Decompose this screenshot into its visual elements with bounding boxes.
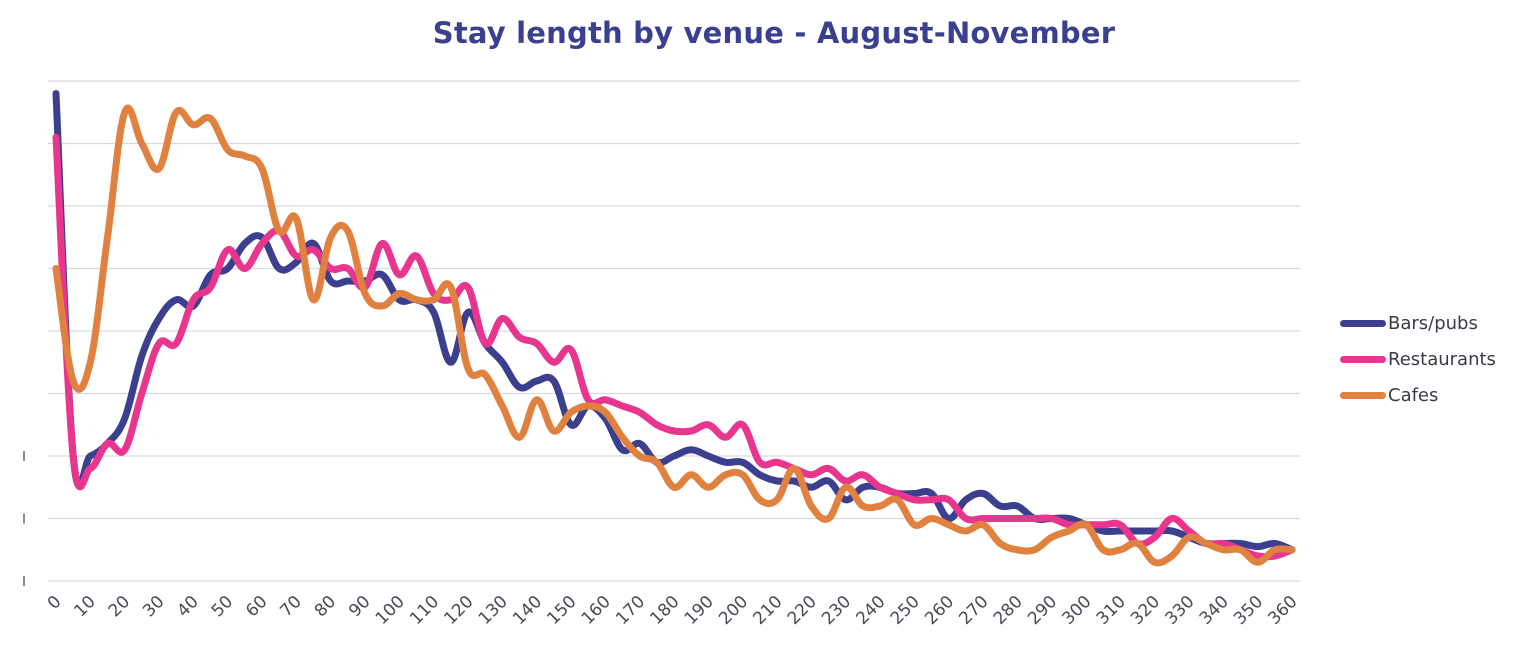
legend: Bars/pubs Restaurants Cafes xyxy=(1340,305,1496,413)
x-tick-label: 300 xyxy=(1058,592,1095,629)
x-tick-label: 30 xyxy=(139,592,168,621)
x-tick-label: 260 xyxy=(921,592,958,629)
x-tick-label: 270 xyxy=(955,592,992,629)
x-tick-label: 340 xyxy=(1196,592,1233,629)
x-tick-label: 160 xyxy=(578,592,615,629)
x-tick-label: 50 xyxy=(208,592,237,621)
x-tick-label: 190 xyxy=(681,592,718,629)
legend-item-bars-pubs[interactable]: Bars/pubs xyxy=(1340,305,1496,341)
legend-label-bars-pubs: Bars/pubs xyxy=(1388,312,1478,334)
x-tick-label: 130 xyxy=(475,592,512,629)
x-tick-label: 210 xyxy=(749,592,786,629)
legend-swatch-restaurants xyxy=(1340,355,1386,363)
x-tick-label: 40 xyxy=(173,592,202,621)
x-tick-label: 360 xyxy=(1264,592,1301,629)
x-tick-label: 0 xyxy=(44,592,66,614)
x-tick-label: 230 xyxy=(818,592,855,629)
x-tick-label: 220 xyxy=(784,592,821,629)
x-tick-label: 90 xyxy=(345,592,374,621)
legend-swatch-bars-pubs xyxy=(1340,319,1386,327)
legend-item-restaurants[interactable]: Restaurants xyxy=(1340,341,1496,377)
legend-item-cafes[interactable]: Cafes xyxy=(1340,377,1496,413)
x-tick-label: 350 xyxy=(1230,592,1267,629)
series-line-cafes xyxy=(52,104,1296,567)
x-tick-label: 180 xyxy=(646,592,683,629)
series-lines xyxy=(52,90,1296,567)
x-tick-label: 100 xyxy=(372,592,409,629)
x-tick-label: 170 xyxy=(612,592,649,629)
x-tick-label: 10 xyxy=(70,592,99,621)
x-tick-label: 140 xyxy=(509,592,546,629)
legend-label-restaurants: Restaurants xyxy=(1388,348,1496,370)
x-tick-label: 120 xyxy=(440,592,477,629)
x-tick-label: 280 xyxy=(990,592,1027,629)
x-tick-label: 20 xyxy=(105,592,134,621)
series-line-restaurants xyxy=(52,133,1296,561)
x-tick-label: 310 xyxy=(1093,592,1130,629)
x-tick-labels: 0 10 20 30 40 50 60 70 80 90100110120130140150160… xyxy=(44,592,1302,629)
x-tick-label: 250 xyxy=(887,592,924,629)
x-tick-label: 320 xyxy=(1127,592,1164,629)
x-tick-label: 290 xyxy=(1024,592,1061,629)
x-tick-label: 80 xyxy=(311,592,340,621)
series-line-bars-pubs xyxy=(52,90,1296,554)
legend-swatch-cafes xyxy=(1340,391,1386,399)
x-tick-label: 150 xyxy=(543,592,580,629)
x-tick-label: 110 xyxy=(406,592,443,629)
x-tick-label: 330 xyxy=(1161,592,1198,629)
x-tick-label: 70 xyxy=(276,592,305,621)
x-tick-label: 200 xyxy=(715,592,752,629)
legend-label-cafes: Cafes xyxy=(1388,384,1439,406)
x-tick-label: 60 xyxy=(242,592,271,621)
chart-title: Stay length by venue - August-November xyxy=(432,16,1116,50)
x-tick-label: 240 xyxy=(852,592,889,629)
